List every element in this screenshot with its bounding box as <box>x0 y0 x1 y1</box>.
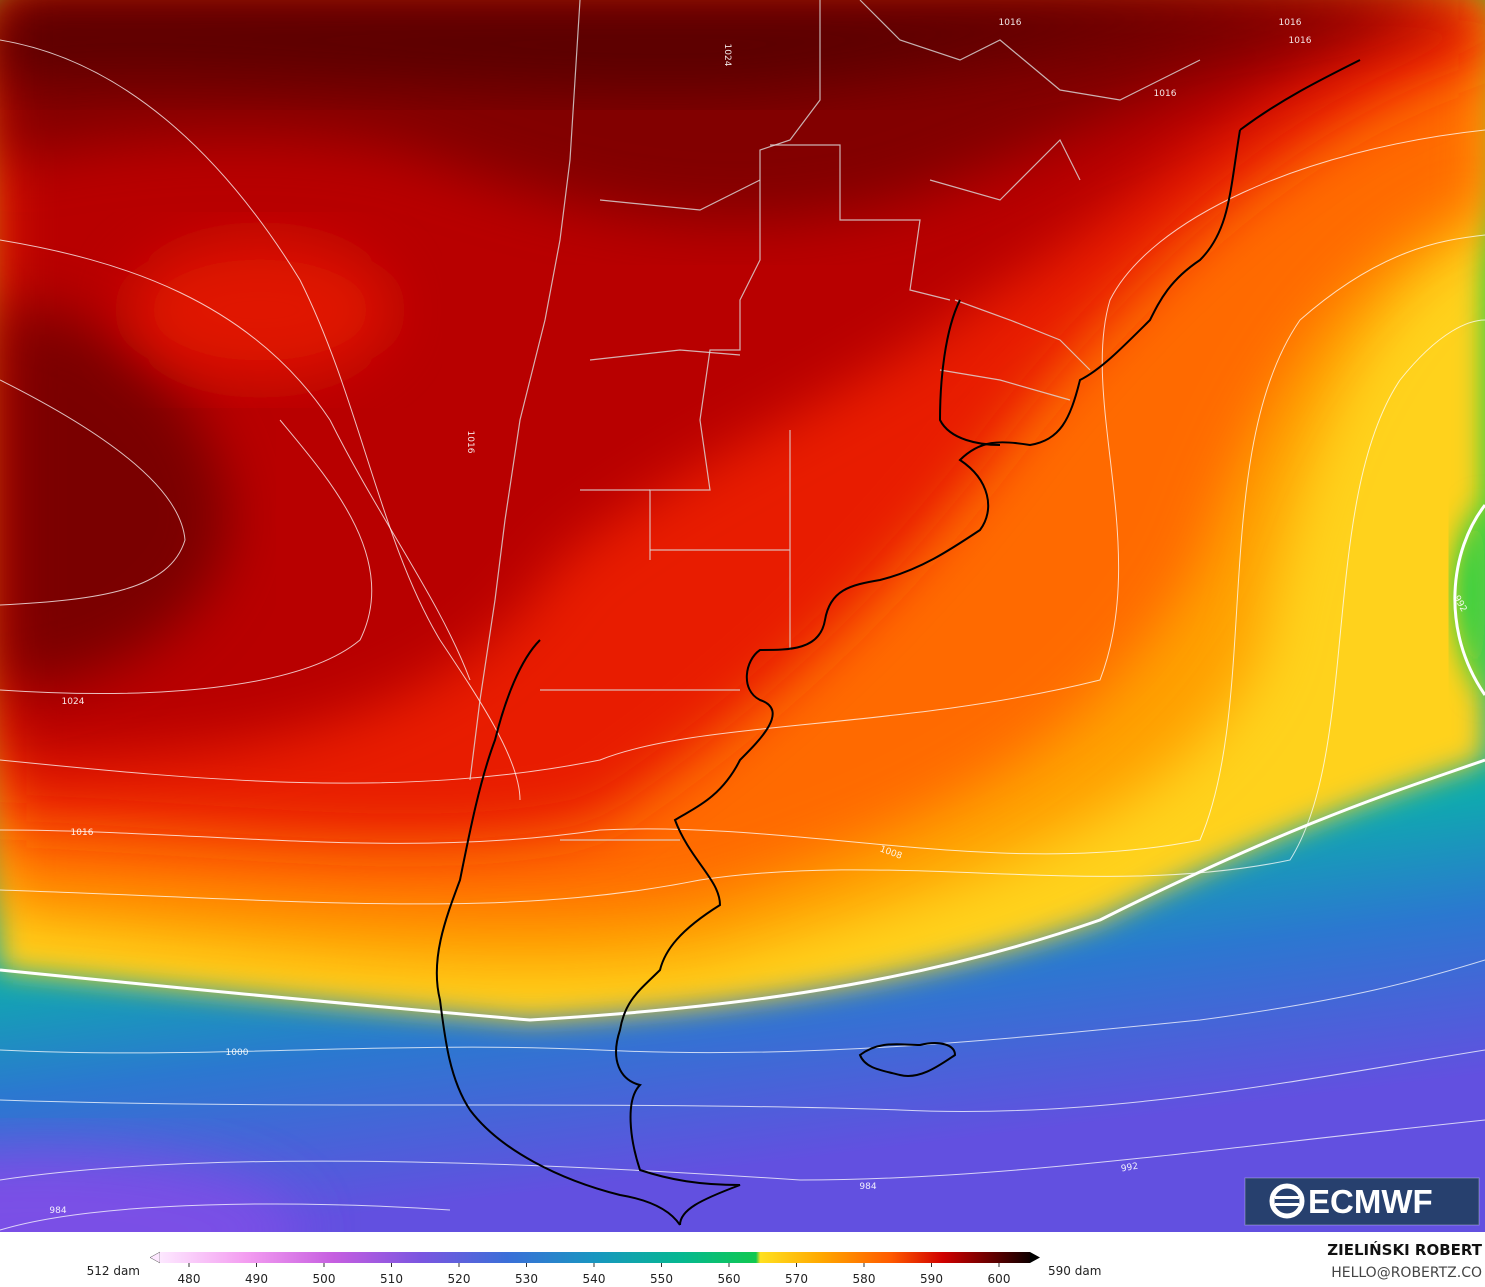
isobar-label: 1016 <box>1289 36 1312 46</box>
isobar-label: 984 <box>859 1182 876 1192</box>
colorbar-min-arrow <box>149 1251 161 1264</box>
colorbar-tick-label: 590 <box>920 1272 943 1286</box>
colorbar-tick-label: 600 <box>988 1272 1011 1286</box>
colorbar-panel: 512 dam 590 dam ZIELIŃSKI ROBERT HELLO@R… <box>87 1240 1483 1286</box>
isobar-label: 1016 <box>71 828 94 838</box>
map: ECMWF 1016 1016 1016 1016 1016 1024 1024 1016 10… <box>0 0 1485 1232</box>
colorbar-tick-label: 570 <box>785 1272 808 1286</box>
colorbar-tick-label: 530 <box>515 1272 538 1286</box>
colorbar-max-arrow <box>1030 1252 1040 1263</box>
colorbar-tick-label: 490 <box>245 1272 268 1286</box>
isobar-label: 1000 <box>226 1048 249 1058</box>
isobar-label: 1024 <box>62 697 85 707</box>
credit-email: HELLO@ROBERTZ.CO <box>1331 1265 1482 1281</box>
colorbar-max-label: 590 dam <box>1048 1264 1101 1278</box>
coastline <box>435 59 1361 1226</box>
colorbar-tick-label: 480 <box>178 1272 201 1286</box>
isobar-label: 1024 <box>722 44 732 67</box>
isobar-label: 1016 <box>465 431 475 454</box>
colorbar-tick-label: 560 <box>718 1272 741 1286</box>
colorbar-tick-label: 520 <box>448 1272 471 1286</box>
isobar-label: 1016 <box>1279 18 1302 28</box>
colorbar-tick-label: 550 <box>650 1272 673 1286</box>
borders <box>469 0 1201 841</box>
colorbar <box>160 1252 1030 1263</box>
colorbar-tick-label: 540 <box>583 1272 606 1286</box>
isobar-label: 1016 <box>999 18 1022 28</box>
logo-text: ECMWF <box>1308 1183 1433 1220</box>
colorbar-min-label: 512 dam <box>87 1264 140 1278</box>
colorbar-tick-label: 500 <box>313 1272 336 1286</box>
isobar-label: 1016 <box>1154 89 1177 99</box>
credit-name: ZIELIŃSKI ROBERT <box>1327 1240 1482 1259</box>
field <box>0 0 1485 1232</box>
isobar-label: 984 <box>49 1206 66 1216</box>
isobar-label: 992 <box>1120 1162 1139 1175</box>
colorbar-tick-label: 510 <box>380 1272 403 1286</box>
logo-box: ECMWF <box>1244 1177 1480 1226</box>
colorbar-tick-label: 580 <box>853 1272 876 1286</box>
